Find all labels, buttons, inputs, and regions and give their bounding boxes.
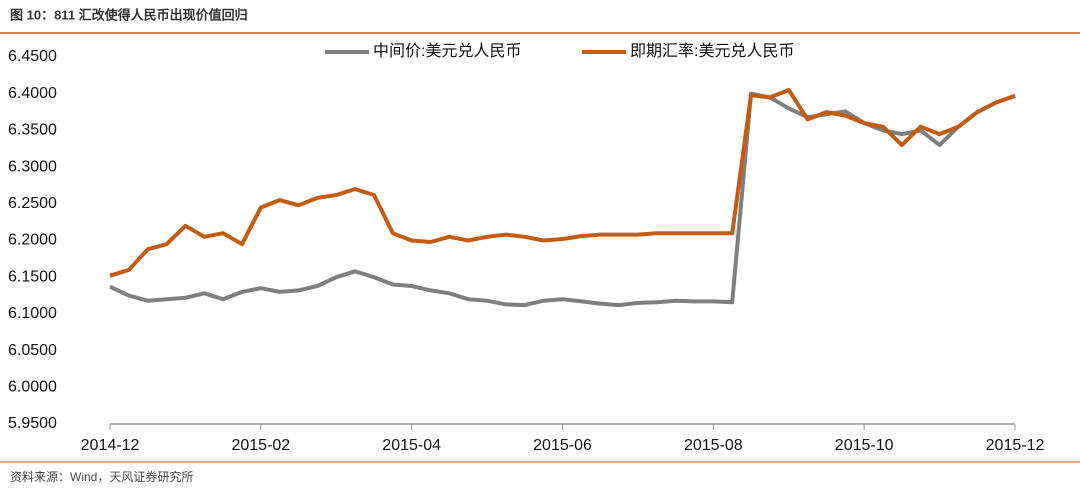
- x-tick-label: 2015-06: [533, 437, 592, 454]
- y-tick-label: 6.1000: [8, 305, 57, 322]
- y-tick-label: 6.0500: [8, 342, 57, 359]
- line-series: [109, 88, 1016, 278]
- y-tick-label: 6.3500: [8, 122, 57, 139]
- y-tick-label: 6.0000: [8, 379, 57, 396]
- y-tick-label: 6.1500: [8, 268, 57, 285]
- x-tick-label: 2015-12: [986, 437, 1045, 454]
- y-tick-label: 6.3000: [8, 158, 57, 175]
- source: 资料来源：Wind，天风证券研究所: [10, 469, 193, 484]
- y-tick-label: 6.2500: [8, 195, 57, 212]
- y-tick-label: 6.4500: [8, 48, 57, 65]
- x-tick-label: 2014-12: [81, 437, 140, 454]
- y-tick-label: 6.4000: [8, 85, 57, 102]
- x-tick-label: 2015-02: [231, 437, 290, 454]
- x-tick-label: 2015-04: [382, 437, 441, 454]
- y-tick-label: 5.9500: [8, 415, 57, 432]
- chart-title: 图 10：811 汇改使得人民币出现价值回归: [10, 7, 248, 22]
- x-tick-label: 2015-10: [835, 437, 894, 454]
- y-tick-label: 6.2000: [8, 232, 57, 249]
- x-tick-label: 2015-08: [684, 437, 743, 454]
- legend-label: 即期汇率:美元兑人民币: [630, 42, 794, 60]
- legend-label: 中间价:美元兑人民币: [373, 42, 521, 60]
